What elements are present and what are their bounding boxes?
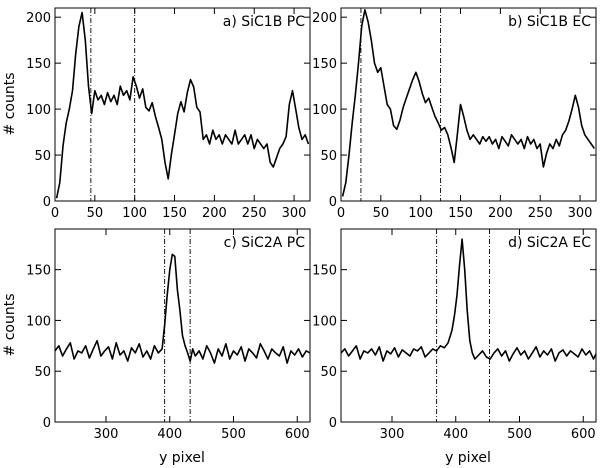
panel-b-xtick-label-1: 50	[373, 206, 390, 221]
panel-a-xtick-label-3: 150	[162, 206, 187, 221]
panel-a-series-line	[55, 11, 310, 199]
panel-c: 300 400 500 600 0 50 100 150 c) SiC2A PC	[26, 228, 311, 442]
panel-b-ytick-label-2: 100	[312, 103, 337, 118]
panel-a-xtick-label-6: 300	[282, 206, 307, 221]
panel-c-ytick-label-1: 50	[34, 365, 51, 380]
panel-a-ytick-label-0: 0	[43, 195, 51, 210]
panel-d-xtick-label-1: 400	[443, 427, 468, 442]
panel-a-xtick-label-2: 100	[122, 206, 147, 221]
panel-a-ytick-label-4: 200	[26, 11, 51, 26]
panel-b-ytick-label-4: 200	[312, 11, 337, 26]
panel-b-ytick-label-0: 0	[329, 195, 337, 210]
panel-b-xtick-label-3: 150	[448, 206, 473, 221]
panel-d-ytick-label-1: 50	[320, 365, 337, 380]
panel-c-xtick-label-0: 300	[94, 427, 119, 442]
panel-c-xtick-label-1: 400	[157, 427, 182, 442]
y-axis-title-top: # counts	[2, 73, 18, 136]
panel-d-label: d) SiC2A EC	[508, 235, 591, 251]
panel-a-label: a) SiC1B PC	[223, 14, 305, 30]
panel-c-series-line	[54, 253, 311, 364]
panel-a-ytick-label-2: 100	[26, 103, 51, 118]
panel-a-ytick-label-3: 150	[26, 57, 51, 72]
panel-b-xtick-label-4: 200	[488, 206, 513, 221]
panel-d-ytick-label-3: 150	[312, 264, 337, 279]
panel-a-xtick-label-0: 0	[51, 206, 59, 221]
panel-a-frame	[54, 7, 311, 202]
panel-d-ytick-label-0: 0	[329, 416, 337, 431]
panel-b: 0 50 100 150 200 250 300 0 50 100 150 200 b) SiC1B E…	[312, 7, 597, 221]
panel-a-xtick-label-1: 50	[87, 206, 104, 221]
panel-b-xtick-label-5: 250	[528, 206, 553, 221]
panel-b-ytick-label-1: 50	[320, 149, 337, 164]
panel-b-xtick-label-6: 300	[568, 206, 593, 221]
panel-b-series-line	[341, 9, 596, 197]
panel-a-xtick-label-5: 250	[242, 206, 267, 221]
panel-d-ytick-label-2: 100	[312, 314, 337, 329]
panel-c-label: c) SiC2A PC	[224, 235, 306, 251]
panel-d-xtick-label-2: 500	[507, 427, 532, 442]
panel-a-xtick-label-4: 200	[202, 206, 227, 221]
panel-d-series-line	[340, 238, 597, 362]
panel-c-ytick-label-3: 150	[26, 264, 51, 279]
panel-c-ytick-label-2: 100	[26, 314, 51, 329]
panel-a-ytick-label-1: 50	[34, 149, 51, 164]
x-axis-title-right: y pixel	[445, 450, 491, 466]
panel-b-ytick-label-3: 150	[312, 57, 337, 72]
panel-c-ytick-label-0: 0	[43, 416, 51, 431]
panel-d-xtick-label-3: 600	[571, 427, 596, 442]
panel-a: 0 50 100 150 200 250 300 0 50 100 150 200 a) SiC1B P…	[26, 7, 311, 221]
panel-b-xtick-label-2: 100	[408, 206, 433, 221]
panel-c-xtick-label-2: 500	[221, 427, 246, 442]
panel-b-label: b) SiC1B EC	[508, 14, 591, 30]
panel-d-xtick-label-0: 300	[380, 427, 405, 442]
y-axis-title-bottom: # counts	[2, 294, 18, 357]
panel-d: 300 400 500 600 0 50 100 150 d) SiC2A EC	[312, 228, 597, 442]
x-axis-title-left: y pixel	[159, 450, 205, 466]
panel-c-frame	[54, 228, 311, 423]
panel-b-frame	[340, 7, 597, 202]
panel-b-xtick-label-0: 0	[337, 206, 345, 221]
panel-d-frame	[340, 228, 597, 423]
panel-c-xtick-label-3: 600	[285, 427, 310, 442]
